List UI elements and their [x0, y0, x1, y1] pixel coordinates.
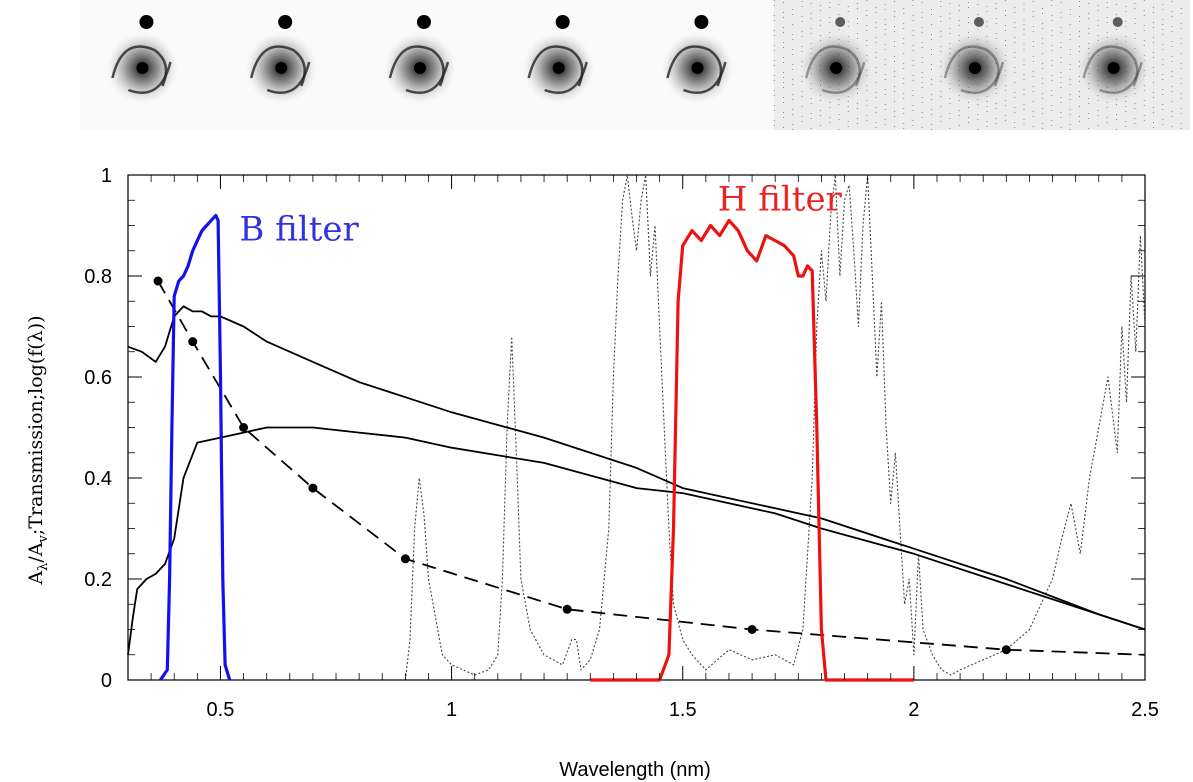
- data-point-marker: [308, 483, 318, 493]
- x-tick-label: 2: [908, 699, 919, 721]
- companion-galaxy: [835, 17, 846, 27]
- galaxy-panel: [80, 0, 219, 130]
- spectrum-line: [127, 305, 1146, 631]
- data-point-marker: [153, 276, 163, 286]
- galaxy-nucleus: [968, 62, 981, 74]
- y-tick-label: 0.8: [84, 266, 112, 288]
- companion-galaxy: [694, 15, 709, 29]
- galaxy-panel: [912, 0, 1052, 130]
- companion-galaxy: [278, 15, 293, 29]
- spiral-arm: [266, 61, 311, 95]
- spiral-arm: [127, 61, 172, 95]
- galaxy-panel: [218, 0, 358, 130]
- y-tick-label: 0: [101, 670, 112, 692]
- atmospheric-transmission: [404, 174, 1146, 681]
- spiral-arm: [1099, 61, 1143, 95]
- galaxy-panel: [635, 0, 774, 130]
- galaxy-panel: [357, 0, 497, 130]
- extinction-curve: [157, 280, 1146, 656]
- galaxy-panel: [1051, 0, 1190, 130]
- spiral-arm: [960, 61, 1005, 95]
- spectrum-line: [127, 426, 1146, 655]
- companion-galaxy: [555, 15, 570, 29]
- y-tick-label: 1: [101, 165, 112, 187]
- spiral-arm: [405, 61, 450, 95]
- y-tick-label: 0.4: [84, 468, 112, 490]
- galaxy-panel: [773, 0, 913, 130]
- data-point-marker: [188, 337, 198, 347]
- galaxy-nucleus: [413, 62, 426, 74]
- spiral-arm: [544, 61, 588, 95]
- x-tick-label: 1.5: [669, 699, 697, 721]
- h-filter-curve: [590, 218, 914, 682]
- x-tick-label: 2.5: [1131, 699, 1159, 721]
- series-group: [127, 174, 1146, 682]
- galaxy-panel: [496, 0, 635, 130]
- annotations: B filter H filter: [239, 179, 842, 249]
- data-point-marker: [400, 554, 410, 564]
- spiral-arm: [682, 61, 727, 95]
- y-tick-labels: 0 0.2 0.4 0.6 0.8 1: [84, 165, 112, 692]
- companion-galaxy: [139, 15, 154, 29]
- chart: 0.5 1 1.5 2 2.5 0 0.2 0.4 0.6 0.8 1 B filter H fil…: [25, 165, 1159, 781]
- galaxy-nucleus: [691, 62, 704, 74]
- spiral-arm: [821, 61, 866, 95]
- galaxy-image-strip: [80, 0, 1190, 130]
- x-tick-labels: 0.5 1 1.5 2 2.5: [207, 699, 1159, 721]
- spiral-arm: [943, 45, 1000, 87]
- galaxy-nucleus: [1107, 62, 1120, 74]
- h-filter-label: H filter: [718, 179, 843, 219]
- data-point-marker: [562, 604, 572, 614]
- spiral-arm: [1082, 45, 1139, 87]
- b-filter-label: B filter: [239, 210, 359, 250]
- b-filter-curve: [159, 213, 232, 681]
- data-point-marker: [1001, 645, 1011, 655]
- companion-galaxy: [973, 17, 984, 27]
- y-axis-title: Aλ/Av;Transmission;log(f(λ)): [25, 315, 51, 585]
- galaxy-nucleus: [275, 62, 288, 74]
- x-tick-label: 1: [446, 699, 457, 721]
- galaxy-nucleus: [830, 62, 843, 74]
- data-point-marker: [747, 625, 757, 634]
- spiral-arm: [804, 45, 861, 87]
- companion-galaxy: [416, 15, 431, 29]
- x-axis-title: Wavelength (nm): [559, 759, 711, 781]
- galaxy-nucleus: [552, 62, 565, 74]
- galaxy-nucleus: [136, 62, 149, 74]
- data-point-marker: [239, 423, 249, 432]
- x-tick-label: 0.5: [207, 699, 235, 721]
- tick-marks: [128, 174, 1146, 681]
- y-tick-label: 0.6: [84, 367, 112, 389]
- companion-galaxy: [1112, 17, 1123, 27]
- y-tick-label: 0.2: [84, 569, 112, 591]
